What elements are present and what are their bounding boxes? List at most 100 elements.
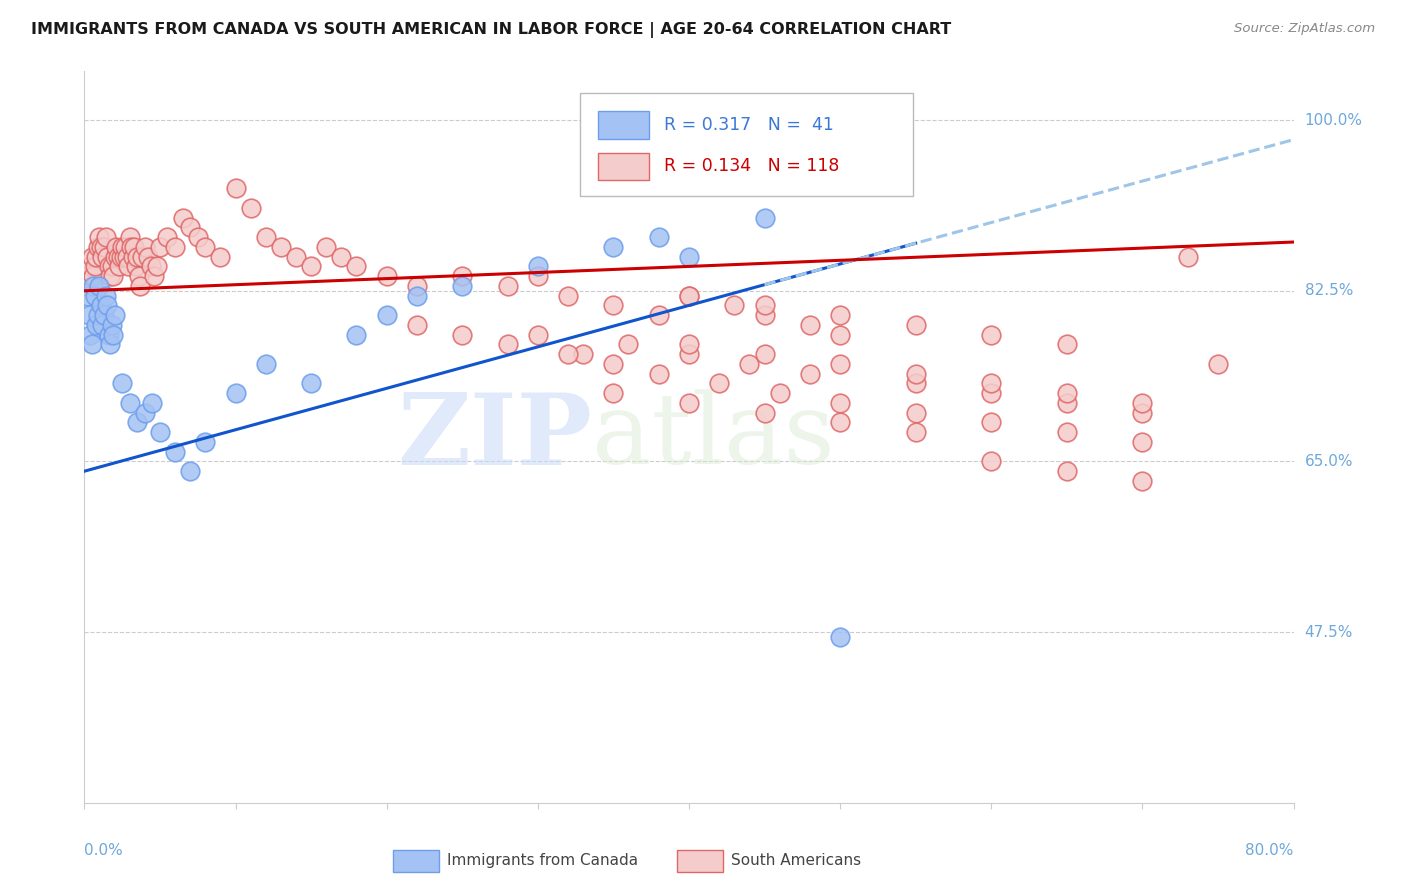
- Point: [82, 279, 104, 293]
- Point: [108, 260, 131, 274]
- Text: 100.0%: 100.0%: [1305, 112, 1362, 128]
- Point: [121, 250, 143, 264]
- Point: [125, 260, 148, 274]
- Point: [100, 260, 122, 274]
- Point: [172, 211, 194, 225]
- Point: [678, 337, 700, 351]
- Point: [120, 240, 142, 254]
- Point: [82, 269, 104, 284]
- Point: [1056, 396, 1078, 410]
- Point: [149, 425, 172, 440]
- FancyBboxPatch shape: [676, 849, 723, 871]
- Point: [1130, 474, 1153, 488]
- Point: [127, 250, 149, 264]
- Point: [79, 327, 101, 342]
- Point: [100, 318, 122, 332]
- Point: [602, 357, 624, 371]
- Point: [1130, 396, 1153, 410]
- Point: [225, 181, 247, 195]
- Point: [754, 308, 776, 322]
- Point: [110, 250, 132, 264]
- Text: atlas: atlas: [592, 389, 835, 485]
- Point: [904, 318, 927, 332]
- Point: [754, 347, 776, 361]
- Point: [134, 406, 156, 420]
- Point: [678, 288, 700, 302]
- Point: [346, 260, 368, 274]
- Point: [830, 416, 852, 430]
- Point: [285, 250, 308, 264]
- Point: [1056, 386, 1078, 401]
- Point: [830, 357, 852, 371]
- Point: [84, 260, 107, 274]
- Point: [299, 376, 322, 391]
- Point: [254, 230, 277, 244]
- Point: [648, 367, 671, 381]
- Point: [156, 230, 179, 244]
- Point: [830, 327, 852, 342]
- Point: [527, 269, 550, 284]
- Point: [97, 327, 120, 342]
- Point: [527, 327, 550, 342]
- Point: [136, 250, 159, 264]
- Point: [904, 376, 927, 391]
- Point: [149, 240, 172, 254]
- Point: [90, 298, 112, 312]
- Text: 0.0%: 0.0%: [84, 843, 124, 858]
- Point: [79, 260, 101, 274]
- Point: [1056, 425, 1078, 440]
- Point: [165, 444, 187, 458]
- FancyBboxPatch shape: [581, 94, 912, 195]
- Point: [129, 279, 152, 293]
- Text: Source: ZipAtlas.com: Source: ZipAtlas.com: [1234, 22, 1375, 36]
- Point: [76, 288, 98, 302]
- Point: [194, 240, 217, 254]
- Point: [1056, 464, 1078, 478]
- Point: [1056, 337, 1078, 351]
- Point: [141, 396, 163, 410]
- Point: [648, 308, 671, 322]
- Point: [980, 386, 1002, 401]
- Point: [94, 288, 117, 302]
- Point: [93, 240, 115, 254]
- Point: [146, 260, 169, 274]
- Point: [118, 230, 141, 244]
- Point: [557, 347, 579, 361]
- Point: [1130, 434, 1153, 449]
- Point: [93, 308, 115, 322]
- Point: [225, 386, 247, 401]
- Point: [980, 454, 1002, 468]
- Point: [80, 337, 103, 351]
- Point: [98, 337, 121, 351]
- Point: [134, 240, 156, 254]
- Point: [330, 250, 353, 264]
- Point: [194, 434, 217, 449]
- Point: [112, 250, 135, 264]
- Text: 80.0%: 80.0%: [1246, 843, 1294, 858]
- Point: [96, 298, 118, 312]
- Point: [270, 240, 292, 254]
- Point: [904, 406, 927, 420]
- Point: [799, 318, 821, 332]
- Point: [187, 230, 209, 244]
- Point: [1130, 406, 1153, 420]
- Point: [299, 260, 322, 274]
- Point: [139, 260, 162, 274]
- Point: [1177, 250, 1199, 264]
- Point: [617, 337, 640, 351]
- Point: [406, 318, 429, 332]
- Point: [104, 308, 127, 322]
- Point: [904, 367, 927, 381]
- Point: [754, 406, 776, 420]
- Point: [179, 464, 201, 478]
- Point: [117, 260, 139, 274]
- Point: [101, 269, 124, 284]
- Point: [451, 279, 474, 293]
- Text: 82.5%: 82.5%: [1305, 284, 1353, 298]
- Point: [1206, 357, 1229, 371]
- Point: [239, 201, 262, 215]
- Text: 65.0%: 65.0%: [1305, 454, 1353, 469]
- Text: IMMIGRANTS FROM CANADA VS SOUTH AMERICAN IN LABOR FORCE | AGE 20-64 CORRELATION : IMMIGRANTS FROM CANADA VS SOUTH AMERICAN…: [31, 22, 952, 38]
- Point: [678, 288, 700, 302]
- Point: [97, 260, 120, 274]
